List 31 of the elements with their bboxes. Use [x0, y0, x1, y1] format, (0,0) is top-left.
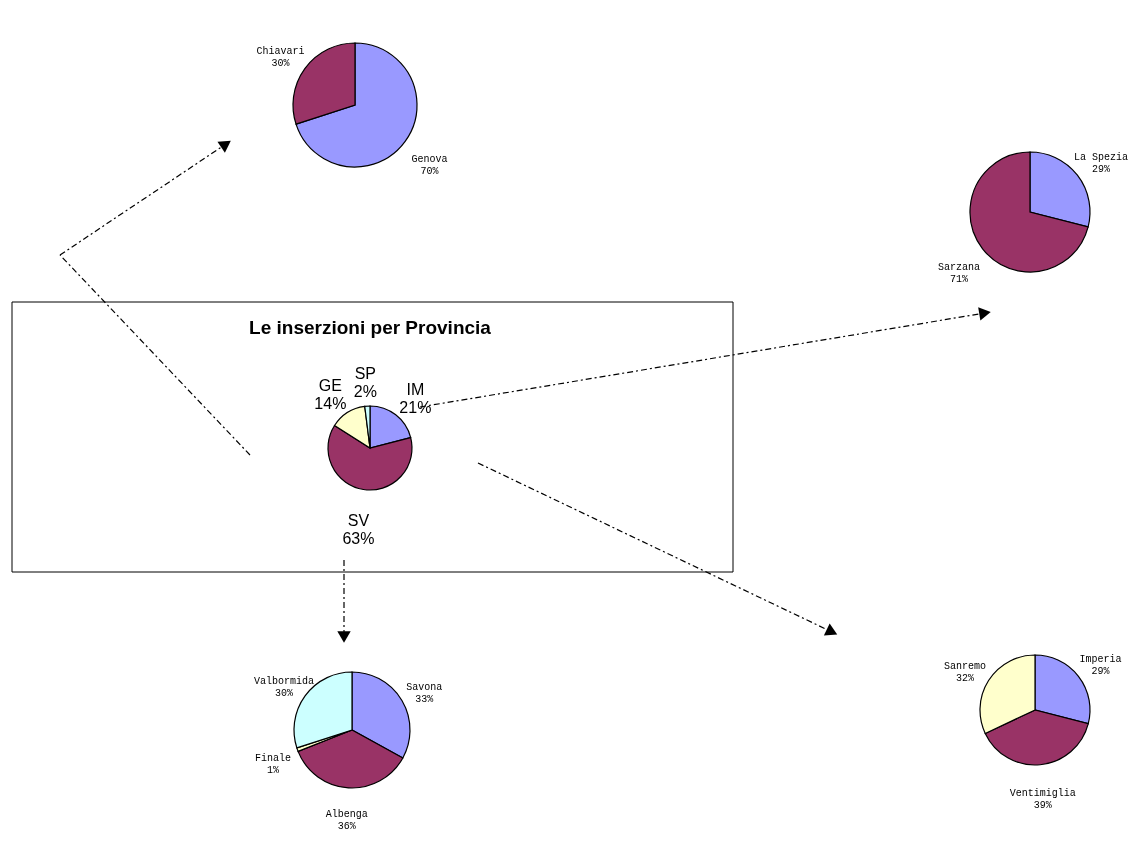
- slice-label: GE: [318, 376, 342, 394]
- data-label: 36%: [337, 820, 356, 832]
- slice-label: SP: [354, 365, 377, 383]
- slice-label: Sanremo: [943, 660, 986, 672]
- data-label: 33%: [415, 694, 434, 706]
- slice-label: Sarzana: [937, 262, 980, 274]
- slice-label: SV: [347, 512, 370, 530]
- data-label: 39%: [1033, 799, 1052, 811]
- data-label: 63%: [342, 530, 375, 548]
- data-label: 29%: [1092, 163, 1111, 175]
- data-label: 21%: [399, 398, 432, 416]
- slice-label: Chiavari: [256, 45, 305, 57]
- slice-label: Valbormida: [254, 675, 315, 687]
- data-label: 30%: [271, 57, 290, 69]
- slice-label: La Spezia: [1074, 151, 1129, 163]
- data-label: 2%: [353, 383, 377, 401]
- slice-label: Genova: [411, 154, 448, 166]
- data-label: 70%: [420, 166, 439, 178]
- slice-label: Ventimiglia: [1009, 787, 1076, 799]
- slice-label: Albenga: [325, 808, 368, 820]
- data-label: 1%: [266, 765, 279, 777]
- slice-label: Savona: [406, 682, 443, 694]
- data-label: 32%: [955, 672, 974, 684]
- data-label: 29%: [1091, 666, 1110, 678]
- data-label: 71%: [949, 274, 968, 286]
- slice-label: Imperia: [1079, 654, 1122, 666]
- slice-label: Finale: [254, 753, 291, 765]
- chart-title: Le inserzioni per Provincia: [249, 317, 492, 338]
- data-label: 14%: [314, 394, 347, 412]
- slice-label: IM: [406, 380, 425, 398]
- data-label: 30%: [275, 687, 294, 699]
